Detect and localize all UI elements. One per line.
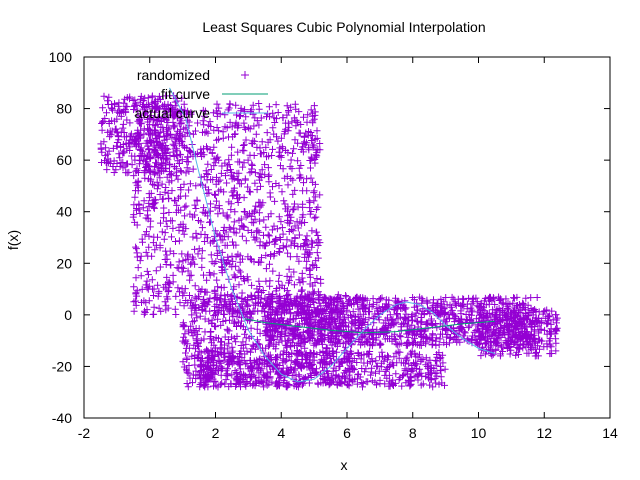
y-tick-label: -40 [52,410,72,426]
x-tick-label: 12 [536,425,552,441]
legend: randomized fit curve actual curve [135,67,268,121]
x-tick-label: 14 [602,425,618,441]
x-tick-label: 10 [471,425,487,441]
x-tick-label: 4 [277,425,285,441]
legend-label: fit curve [161,86,210,102]
chart-title: Least Squares Cubic Polynomial Interpola… [202,19,485,35]
x-tick-label: 6 [343,425,351,441]
x-tick-label: 8 [409,425,417,441]
x-tick-label: -2 [78,425,91,441]
y-tick-label: 60 [56,152,72,168]
x-tick-label: 0 [146,425,154,441]
x-axis-label: x [341,457,348,473]
legend-label: actual curve [135,105,211,121]
y-tick-label: 0 [64,307,72,323]
y-tick-label: 40 [56,204,72,220]
y-tick-label: 100 [49,49,73,65]
y-axis-label: f(x) [5,230,21,250]
fit-curve-line [245,318,495,334]
scatter-points [97,92,561,391]
y-tick-label: -20 [52,358,72,374]
y-tick-label: 20 [56,255,72,271]
actual-curve-line [169,87,496,383]
legend-marker [241,71,249,79]
legend-label: randomized [137,67,210,83]
randomized-points [97,92,561,391]
x-tick-label: 2 [212,425,220,441]
y-tick-label: 80 [56,101,72,117]
plot-lines [169,87,496,383]
